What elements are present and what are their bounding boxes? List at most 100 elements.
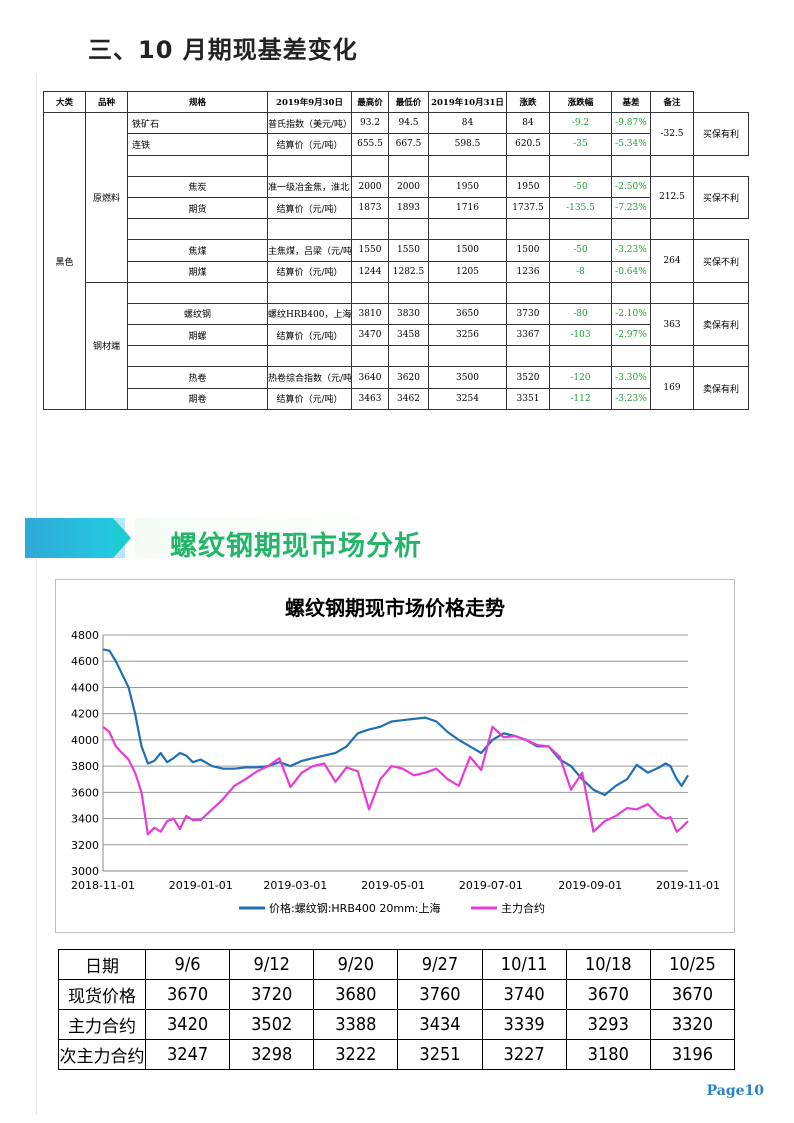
header-cell: 规格 (127, 90, 268, 114)
table-row: 焦煤 主焦煤，吕梁（元/吨） 1550 1550 1500 1500 -50 -… (44, 239, 749, 283)
variety-cell: 螺纹钢 (127, 302, 268, 326)
change-pct-cell: -2.50% (611, 175, 651, 198)
value-cell: 3254 (428, 387, 507, 410)
table-row: 期螺 结算价（元/吨） 3470 3458 3256 3367 -103 -2.… (44, 324, 749, 347)
spec-cell: 结算价（元/吨） (267, 196, 352, 220)
y-tick-label: 4200 (71, 708, 99, 721)
value-cell: 3251 (397, 1039, 483, 1070)
value-cell: 3196 (649, 1039, 736, 1070)
value-cell: 93.2 (351, 112, 389, 135)
value-cell: 3500 (428, 366, 507, 389)
value-cell: 3650 (428, 302, 507, 326)
value-cell: 9/20 (313, 949, 399, 980)
value-cell: 3434 (397, 1009, 483, 1040)
table-row: 期卷 结算价（元/吨） 3463 3462 3254 3351 -112 -3.… (44, 387, 749, 410)
header-cell: 大类 (43, 90, 86, 114)
header-cell: 2019年9月30日 (267, 90, 352, 114)
row-label-cell: 次主力合约 (58, 1039, 146, 1070)
value-cell: 1205 (428, 260, 507, 283)
variety-cell: 热卷 (127, 366, 268, 389)
basis-table-header-row: 大类 品种 规格 2019年9月30日 最高价 最低价 2019年10月31日 … (43, 90, 749, 114)
change-cell: -8 (549, 260, 612, 283)
spec-cell: 结算价（元/吨） (267, 260, 352, 283)
x-tick-label: 2019-05-01 (361, 879, 425, 892)
value-cell: 3351 (506, 387, 550, 410)
basis-table: 大类 品种 规格 2019年9月30日 最高价 最低价 2019年10月31日 … (43, 90, 749, 410)
basis-cell: 212.5 (650, 175, 694, 220)
spec-cell: 主焦煤，吕梁（元/吨） (267, 239, 352, 262)
value-cell: 3680 (313, 979, 399, 1010)
banner-blue-block (25, 518, 113, 558)
change-cell: -120 (549, 366, 612, 389)
chart-plot: 3000 3200 3400 3600 3800 4000 4200 4400 4600 4800… (71, 629, 720, 915)
change-cell: -50 (549, 239, 612, 262)
value-cell: 1893 (388, 196, 429, 220)
value-cell: 1950 (428, 175, 507, 198)
change-pct-cell: -0.64% (611, 260, 651, 283)
legend-label: 主力合约 (501, 901, 545, 915)
header-cell: 涨跌 (506, 90, 550, 114)
chart-title: 螺纹钢期现市场价格走势 (285, 596, 505, 620)
value-cell: 1716 (428, 196, 507, 220)
value-cell: 3640 (351, 366, 389, 389)
variety-cell: 焦煤 (127, 239, 268, 262)
spec-cell: 准一级冶金焦，淮北（元/吨） (267, 175, 352, 198)
y-tick-label: 3000 (71, 865, 99, 878)
section-title: 三、10 月期现基差变化 (88, 36, 358, 64)
header-cell: 最高价 (351, 90, 389, 114)
value-cell: 1950 (506, 175, 550, 198)
change-pct-cell: -3.23% (611, 239, 651, 262)
note-cell: 买保不利 (693, 239, 749, 283)
spec-cell: 结算价（元/吨） (267, 387, 352, 410)
change-pct-cell: -9.87% (611, 112, 651, 135)
variety-cell: 铁矿石 (127, 112, 268, 135)
basis-cell: 363 (650, 302, 694, 347)
value-cell: 3180 (565, 1039, 651, 1070)
value-cell: 3298 (229, 1039, 315, 1070)
spacer-row (44, 218, 749, 241)
value-cell: 1500 (428, 239, 507, 262)
row-label-cell: 日期 (58, 949, 146, 980)
value-cell: 1244 (351, 260, 389, 283)
spacer-row: 钢材端 (44, 281, 749, 410)
value-cell: 1550 (388, 239, 429, 262)
change-cell: -103 (549, 324, 612, 347)
change-cell: -135.5 (549, 196, 612, 220)
table-row: 黑色 原燃料 铁矿石 普氏指数（美元/吨） 93.2 94.5 84 84 -9… (43, 112, 749, 410)
x-tick-label: 2019-01-01 (169, 879, 233, 892)
change-cell: -80 (549, 302, 612, 326)
value-cell: 3463 (351, 387, 389, 410)
value-cell: 655.5 (351, 133, 389, 156)
value-cell: 1873 (351, 196, 389, 220)
change-cell: -35 (549, 133, 612, 156)
note-cell: 卖保有利 (693, 366, 749, 410)
group-cell: 原燃料 (85, 112, 128, 283)
basis-cell: -32.5 (650, 112, 694, 156)
banner-band (135, 518, 425, 558)
value-cell: 620.5 (506, 133, 550, 156)
header-cell: 备注 (650, 90, 694, 114)
change-cell: -9.2 (549, 112, 612, 135)
y-tick-label: 4600 (71, 655, 99, 668)
value-cell: 3740 (481, 979, 567, 1010)
note-cell: 买保不利 (693, 175, 749, 220)
header-cell: 最低价 (388, 90, 429, 114)
y-tick-label: 4400 (71, 681, 99, 694)
value-cell: 2000 (351, 175, 389, 198)
change-pct-cell: -5.34% (611, 133, 651, 156)
x-tick-label: 2019-11-01 (656, 879, 720, 892)
value-cell: 3256 (428, 324, 507, 347)
y-tick-label: 4000 (71, 734, 99, 747)
value-cell: 84 (428, 112, 507, 135)
main-contract-series-line (102, 725, 689, 836)
spec-cell: 结算价（元/吨） (267, 324, 352, 347)
banner-title: 螺纹钢期现市场分析 (170, 531, 422, 562)
value-cell: 10/25 (649, 949, 736, 980)
spacer-row (44, 345, 749, 368)
value-cell: 1282.5 (388, 260, 429, 283)
value-cell: 10/18 (565, 949, 651, 980)
y-tick-label: 4800 (71, 629, 99, 642)
variety-cell: 期煤 (127, 260, 268, 283)
header-cell: 2019年10月31日 (428, 90, 507, 114)
change-pct-cell: -2.10% (611, 302, 651, 326)
